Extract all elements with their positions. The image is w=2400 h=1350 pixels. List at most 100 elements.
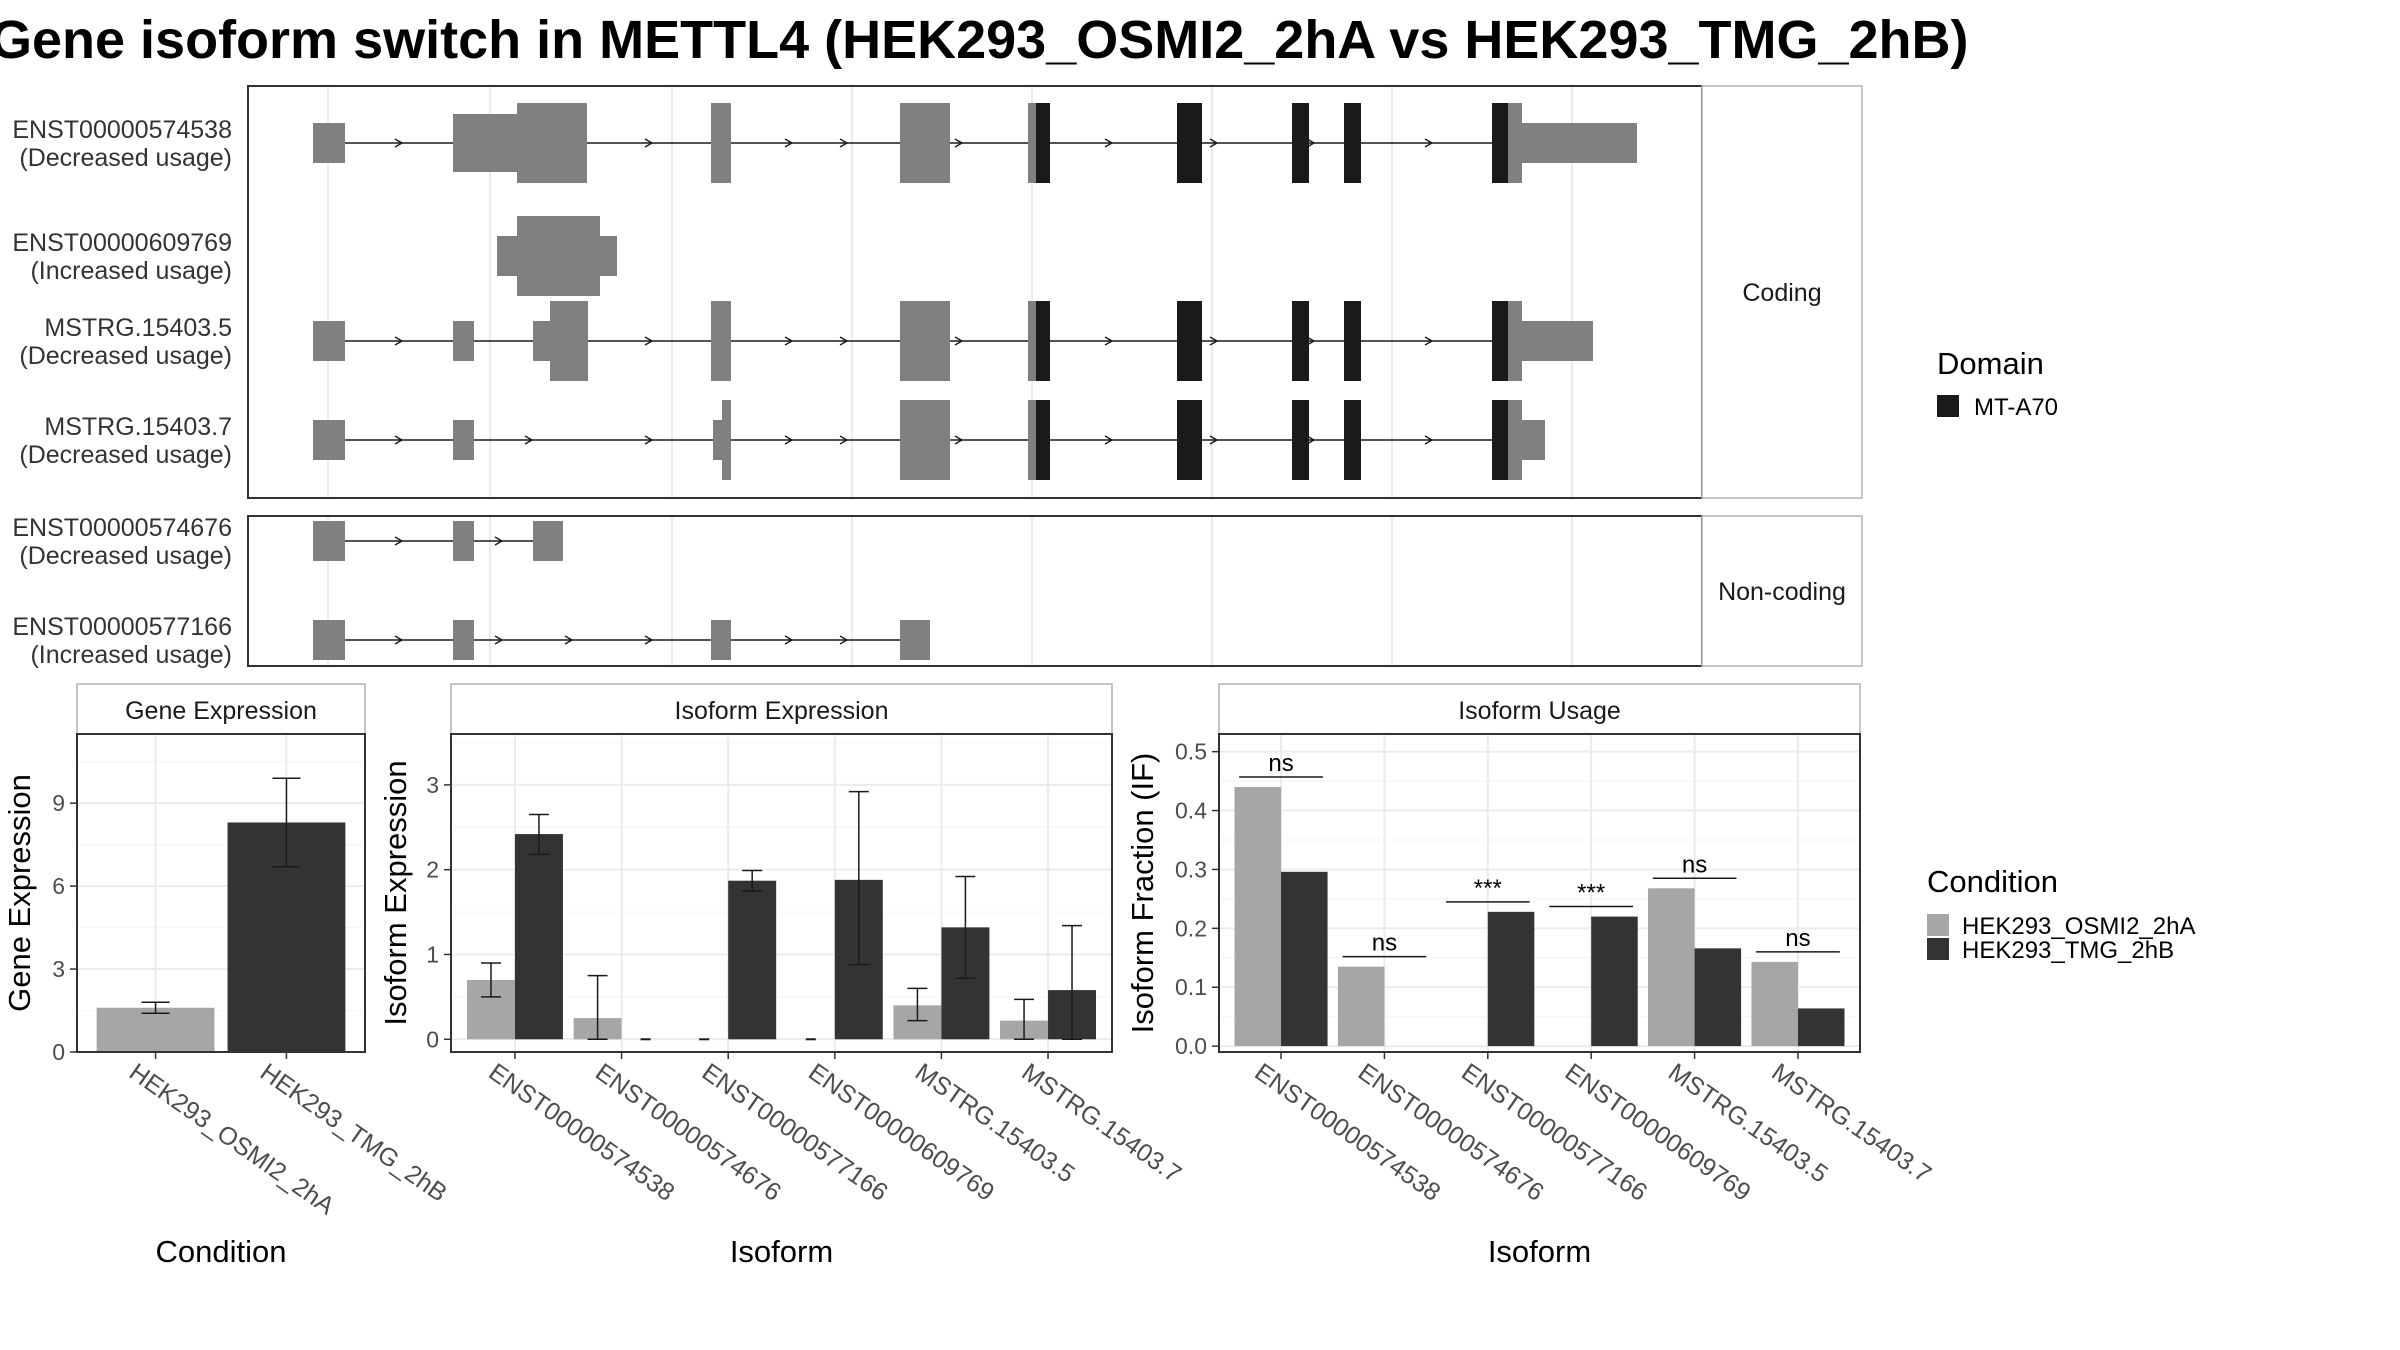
domain-block: [1177, 400, 1202, 480]
bar: [514, 834, 563, 1040]
domain-block: [1344, 301, 1361, 381]
transcript-id-label: ENST00000609769: [12, 229, 232, 257]
domain-block: [1492, 103, 1508, 183]
bar: [1694, 948, 1742, 1047]
exon-block: [711, 301, 731, 381]
intron-arrow: [784, 435, 794, 445]
panel-strip-label: Isoform Usage: [1458, 697, 1621, 725]
x-tick-label: ENST00000577166: [697, 1058, 893, 1207]
transcript-usage-label: (Increased usage): [30, 641, 232, 669]
domain-block: [1344, 400, 1361, 480]
exon-block: [497, 236, 517, 276]
intron-arrow: [784, 138, 794, 148]
bar: [1487, 911, 1535, 1047]
y-axis-title: Gene Expression: [2, 774, 37, 1012]
transcript-id-label: MSTRG.15403.7: [44, 413, 232, 441]
significance-label: ns: [1682, 851, 1707, 878]
transcript-usage-label: (Increased usage): [30, 257, 232, 285]
exon-block: [1522, 420, 1545, 460]
intron-arrow: [1104, 435, 1114, 445]
x-tick-label: ENST00000577166: [1456, 1058, 1652, 1207]
y-tick-label: 0.1: [1175, 974, 1207, 1000]
y-tick-label: 0: [52, 1039, 65, 1065]
intron-arrow: [644, 435, 654, 445]
transcript-id-label: MSTRG.15403.5: [44, 314, 232, 342]
intron-arrow: [394, 138, 404, 148]
transcript-id-label: ENST00000577166: [12, 613, 232, 641]
chart-title: Gene isoform switch in METTL4 (HEK293_OS…: [0, 10, 1969, 70]
y-tick-label: 0: [426, 1026, 439, 1052]
x-axis-title: Condition: [156, 1234, 287, 1269]
facet-strip: [1701, 515, 1863, 667]
exon-block: [711, 103, 731, 183]
intron-arrow: [394, 635, 404, 645]
exon-block: [533, 321, 550, 361]
significance-label: ns: [1372, 930, 1397, 957]
intron-arrow: [564, 635, 574, 645]
domain-block: [1036, 103, 1050, 183]
intron-arrow: [644, 138, 654, 148]
domain-block: [1036, 400, 1050, 480]
domain-block: [1036, 301, 1050, 381]
exon-block: [900, 400, 950, 480]
y-tick-label: 0.3: [1175, 856, 1207, 882]
intron-arrow: [784, 336, 794, 346]
exon-block: [1028, 400, 1036, 480]
intron-arrow: [1104, 138, 1114, 148]
bar: [1751, 961, 1798, 1047]
intron-arrow: [954, 138, 964, 148]
exon-block: [1508, 301, 1522, 381]
intron-arrow: [524, 435, 534, 445]
intron-arrow: [1209, 138, 1219, 148]
exon-block: [533, 521, 563, 561]
isoform-usage-panel: Isoform Usage 0.0 0.1 0.2 0.3 0.4 0.5 ns ns *** **…: [1125, 683, 1936, 1269]
isoform-expression-panel: Isoform Expression0123ENST00000574538ENS…: [378, 683, 1186, 1269]
transcript-id-label: ENST00000574676: [12, 514, 232, 542]
exon-block: [1508, 400, 1522, 480]
transcript-usage-label: (Decreased usage): [19, 542, 232, 570]
bar: [1337, 966, 1385, 1047]
bar: [1281, 871, 1328, 1047]
intron-arrow: [644, 336, 654, 346]
significance-label: ns: [1268, 750, 1293, 777]
intron-arrow: [954, 435, 964, 445]
bar: [1234, 787, 1282, 1047]
y-axis-title: Isoform Expression: [378, 760, 413, 1025]
exon-block: [1028, 103, 1036, 183]
domain-block: [1177, 301, 1202, 381]
x-tick-label: ENST00000574676: [590, 1058, 786, 1207]
legend-key: [1937, 395, 1959, 417]
x-tick-label: ENST00000609769: [803, 1058, 999, 1207]
exon-block: [313, 420, 345, 460]
significance-label: ns: [1785, 925, 1810, 952]
exon-block: [453, 321, 474, 361]
facet-label: Coding: [1742, 279, 1821, 307]
intron-arrow: [1424, 138, 1434, 148]
legend-key: [1927, 938, 1949, 960]
domain-legend: Domain MT-A70: [1937, 346, 2058, 421]
transcript-usage-label: (Decreased usage): [19, 441, 232, 469]
exon-block: [900, 103, 950, 183]
intron-arrow: [1306, 336, 1316, 346]
x-tick-label: ENST00000609769: [1560, 1058, 1756, 1207]
intron-arrow: [839, 336, 849, 346]
domain-block: [1292, 103, 1309, 183]
x-tick-label: ENST00000574538: [484, 1058, 680, 1207]
exon-block: [453, 620, 474, 660]
x-axis-title: Isoform: [730, 1234, 833, 1269]
exon-block: [722, 400, 731, 480]
exon-block: [517, 216, 600, 296]
exon-block: [313, 123, 345, 163]
intron-arrow: [1306, 138, 1316, 148]
transcript-id-label: ENST00000574538: [12, 116, 232, 144]
legend-label: HEK293_TMG_2hB: [1962, 937, 2174, 964]
transcript-usage-label: (Decreased usage): [19, 342, 232, 370]
exon-block: [1028, 301, 1036, 381]
exon-block: [600, 236, 617, 276]
intron-arrow: [1424, 435, 1434, 445]
intron-arrow: [644, 635, 654, 645]
isoform-structure-panel: CodingNon-codingENST00000574538(Decrease…: [12, 85, 1863, 669]
y-tick-label: 0.5: [1175, 739, 1207, 765]
